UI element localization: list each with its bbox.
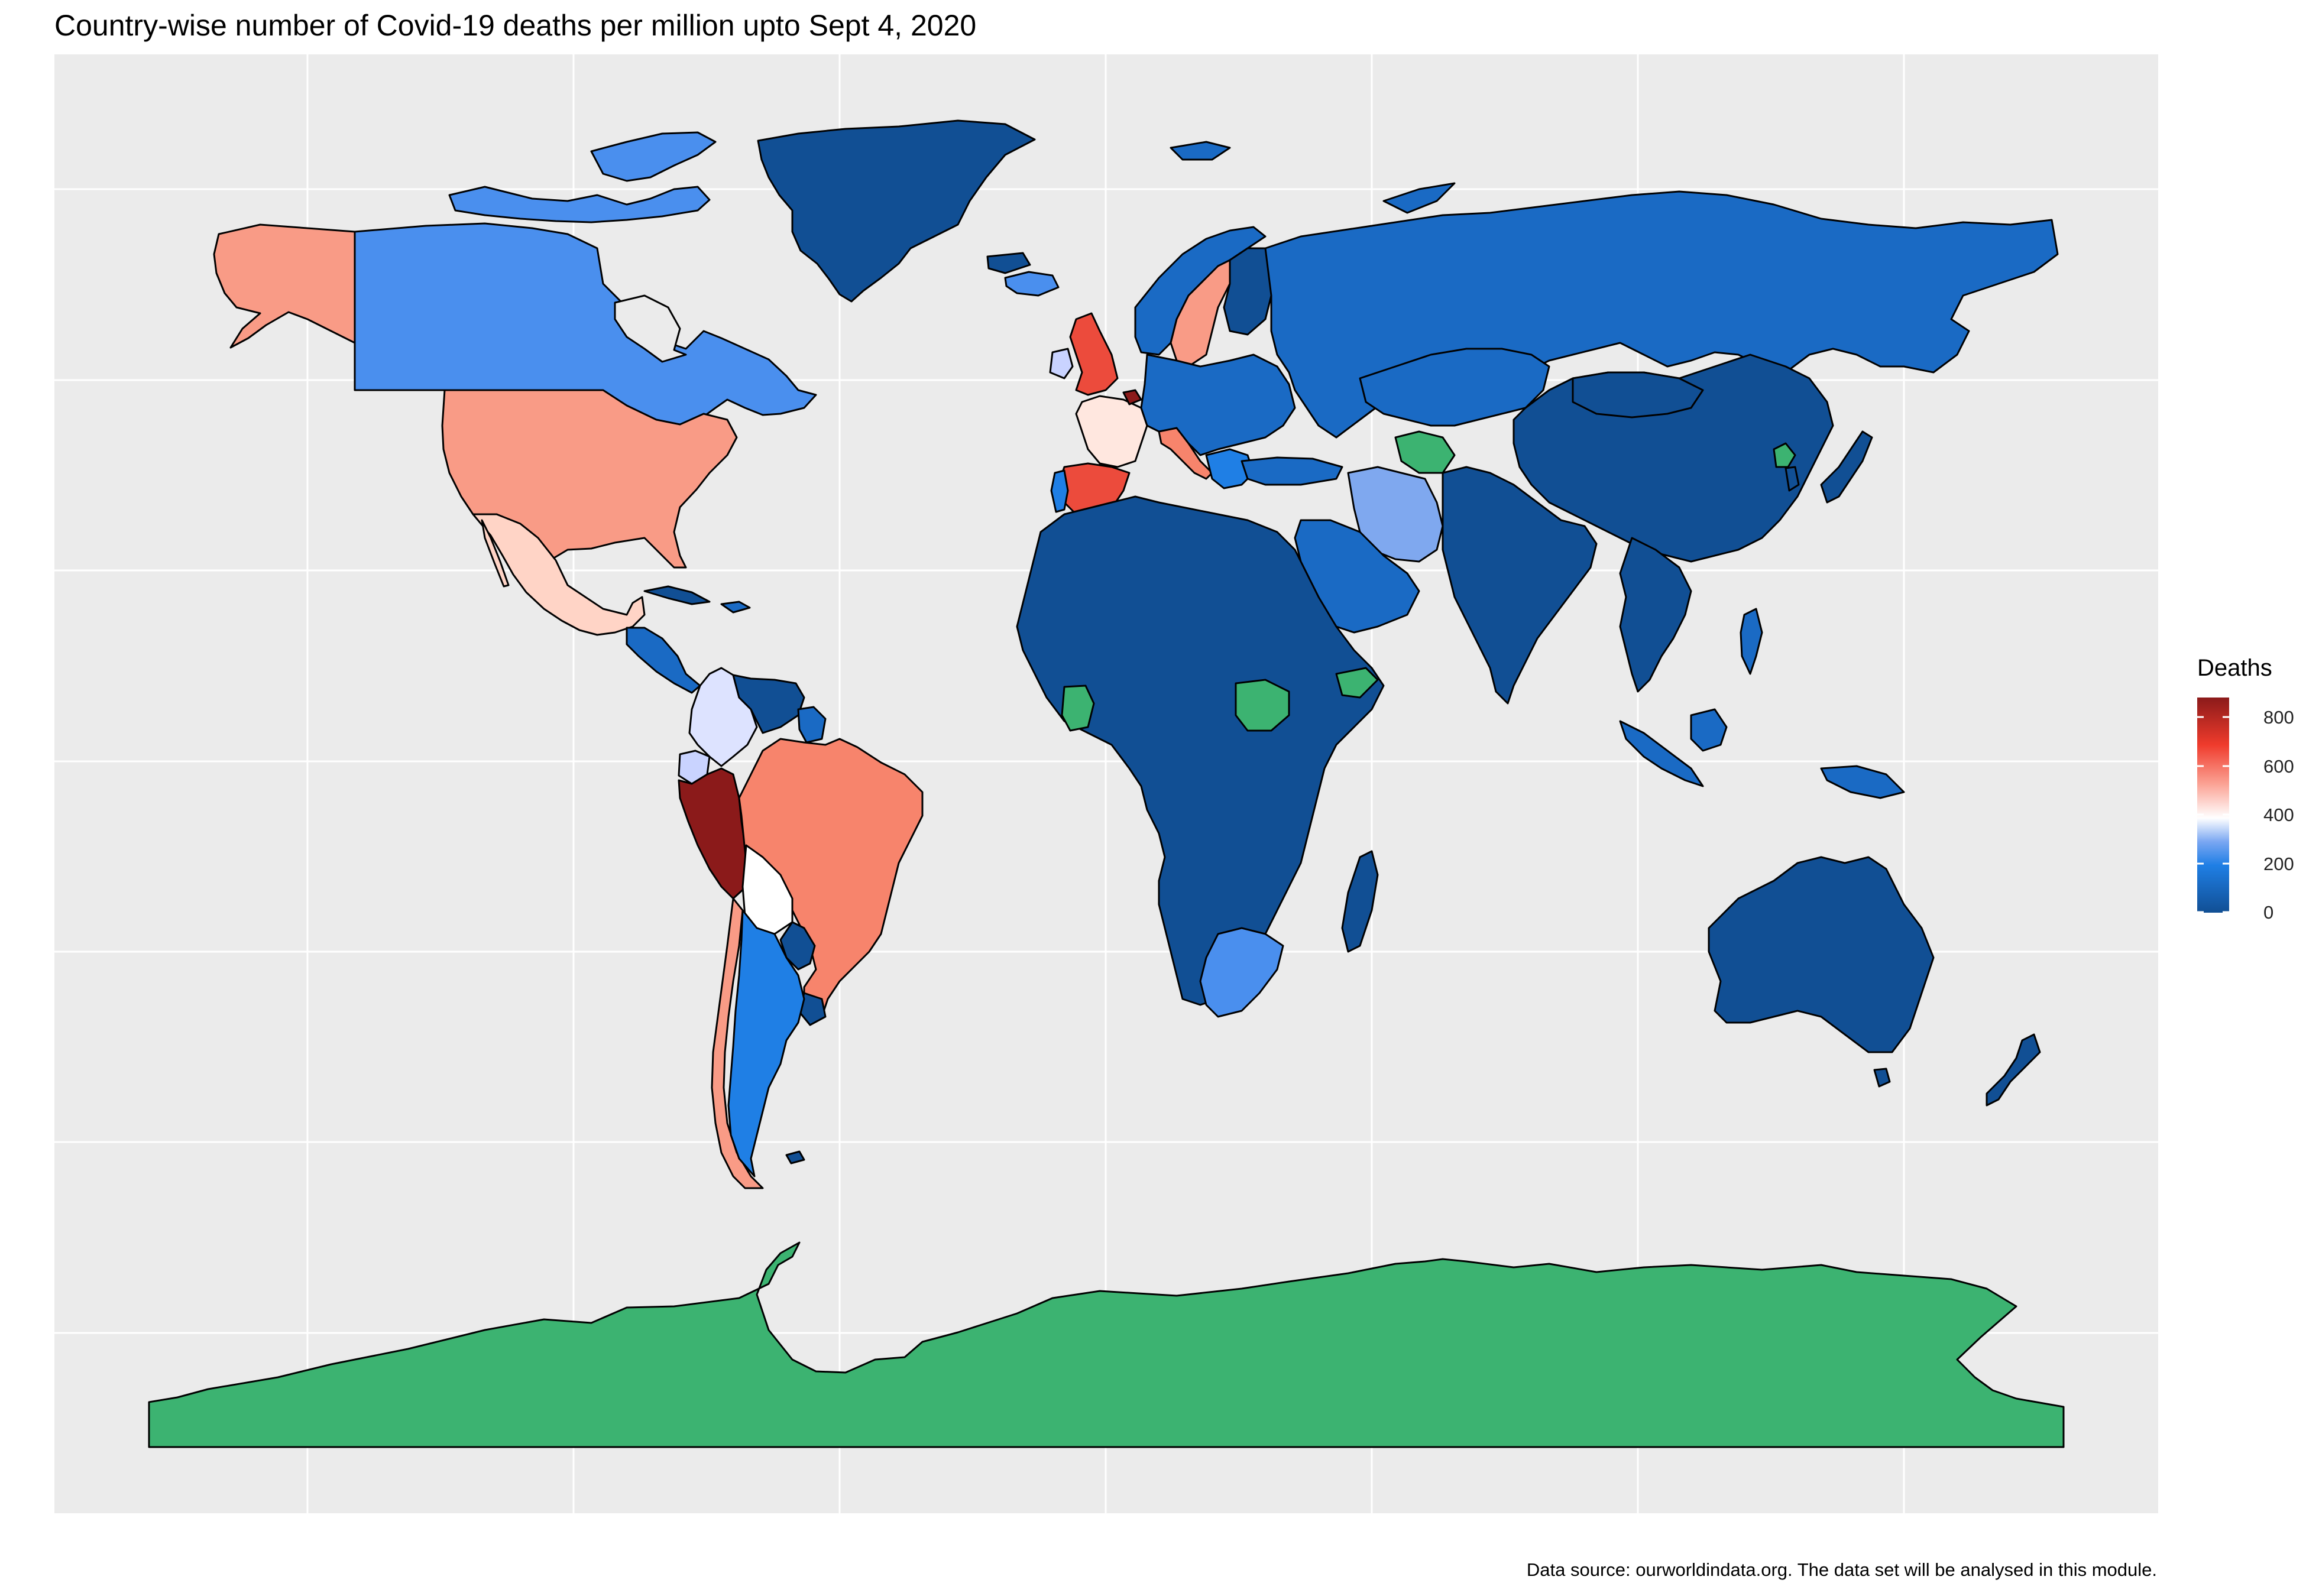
region-iceland [1004, 271, 1060, 297]
legend-ticks [2197, 716, 2229, 913]
region-southeast-asia [1619, 537, 1692, 693]
region-united-kingdom [1069, 312, 1119, 396]
region-south-korea [1784, 466, 1800, 492]
region-hudson-bay [614, 294, 687, 363]
region-tasmania [1873, 1068, 1891, 1088]
region-finland [1223, 247, 1272, 336]
region-mexico [472, 513, 646, 636]
region-japan [1820, 430, 1873, 504]
legend-label-200: 200 [2263, 854, 2294, 874]
region-north-korea [1773, 442, 1796, 468]
region-south-asia [1442, 466, 1598, 705]
region-central-america [626, 627, 701, 694]
region-madagascar [1341, 850, 1379, 953]
country-shapes [148, 119, 2065, 1448]
region-guyana [797, 706, 827, 744]
region-south-sudan [1235, 679, 1290, 732]
region-alaska [213, 223, 356, 349]
region-indonesia [1619, 720, 1704, 787]
region-central-europe [1140, 353, 1296, 456]
region-hispaniola [720, 601, 751, 614]
region-ireland [1049, 348, 1074, 379]
region-new-zealand [1986, 1033, 2041, 1107]
region-south-africa [1199, 927, 1284, 1018]
region-turkey [1241, 456, 1343, 486]
region-new-guinea [1820, 765, 1905, 799]
region-arctic-islands [1170, 141, 1231, 161]
region-antarctica [148, 1241, 2065, 1448]
region-turkmenistan [1394, 430, 1456, 474]
legend-title: Deaths [2197, 655, 2272, 681]
legend-label-800: 800 [2263, 707, 2294, 728]
region-chile [711, 897, 764, 1189]
region-colombia [688, 667, 758, 767]
region-canada-north-islands [590, 131, 717, 182]
region-canada-islands [448, 186, 711, 223]
region-portugal [1050, 469, 1069, 513]
region-philippines [1740, 608, 1763, 675]
region-bolivia [741, 844, 794, 935]
chart-title: Country-wise number of Covid-19 deaths p… [54, 9, 977, 42]
region-borneo [1690, 708, 1728, 752]
region-australia [1708, 856, 1935, 1053]
region-paraguay [779, 921, 816, 971]
region-belgium [1122, 389, 1142, 406]
region-africa [1016, 495, 1385, 1006]
region-argentina [727, 909, 805, 1177]
region-cuba [643, 585, 711, 605]
region-france [1075, 395, 1148, 468]
legend-label-600: 600 [2263, 756, 2294, 777]
region-baja [481, 519, 510, 588]
region-greenland [757, 119, 1036, 303]
region-mongolia [1572, 371, 1704, 419]
region-somalia [1335, 667, 1379, 699]
legend-colorbar [2197, 698, 2229, 913]
legend-label-400: 400 [2263, 805, 2294, 825]
region-greenland-islet [986, 252, 1031, 274]
legend-label-0: 0 [2263, 902, 2274, 923]
data-source-caption: Data source: ourworldindata.org. The dat… [1526, 1559, 2157, 1580]
region-ivory-coast [1061, 685, 1095, 732]
region-novaya-zemlya [1382, 182, 1456, 214]
region-falklands [785, 1150, 805, 1164]
